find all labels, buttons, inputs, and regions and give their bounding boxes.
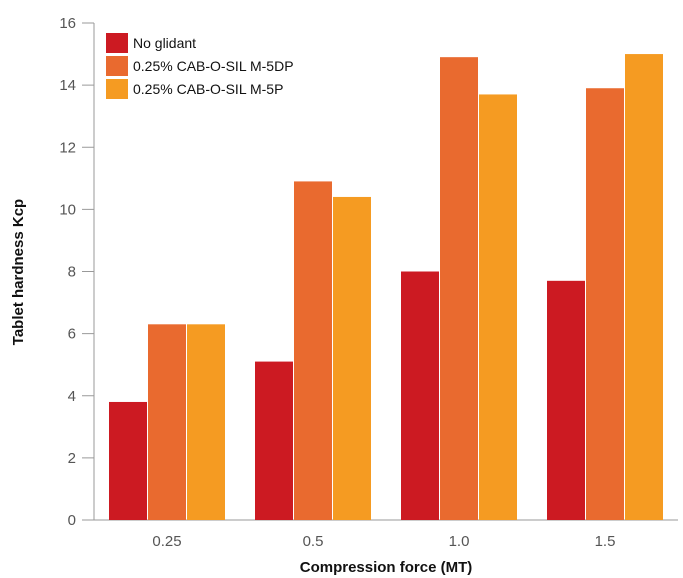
bar (333, 196, 371, 520)
x-tick-label: 0.5 (303, 533, 324, 550)
bar (625, 54, 663, 520)
bar (479, 94, 517, 520)
y-tick-label: 16 (59, 15, 76, 32)
x-tick-label: 1.0 (449, 533, 470, 550)
y-tick-label: 14 (59, 77, 76, 94)
bar (187, 324, 225, 520)
legend-swatch (106, 56, 128, 76)
bar (109, 401, 147, 520)
bar (401, 271, 439, 520)
x-tick-label: 1.5 (595, 533, 616, 550)
legend-swatch (106, 33, 128, 53)
bars (109, 54, 663, 520)
legend-swatch (106, 79, 128, 99)
bar (586, 88, 624, 520)
y-tick-label: 6 (68, 326, 76, 343)
y-axis: 0 2 4 6 8 10 12 14 16 (59, 15, 95, 529)
y-tick-label: 8 (68, 264, 76, 281)
y-tick-label: 4 (68, 388, 76, 405)
y-tick-label: 2 (68, 450, 76, 467)
bar (547, 280, 585, 520)
legend-label: 0.25% CAB-O-SIL M-5P (133, 81, 283, 97)
bar (440, 57, 478, 520)
bar (294, 181, 332, 520)
legend: No glidant 0.25% CAB-O-SIL M-5DP 0.25% CAB… (106, 33, 294, 99)
x-axis-title: Compression force (MT) (300, 559, 473, 576)
bar (255, 361, 293, 520)
legend-label: 0.25% CAB-O-SIL M-5DP (133, 58, 294, 74)
bar (148, 324, 186, 520)
x-axis: 0.25 0.5 1.0 1.5 (94, 519, 678, 550)
y-tick-label: 0 (68, 512, 76, 529)
y-axis-title: Tablet hardness Kcp (10, 199, 27, 345)
x-tick-label: 0.25 (152, 533, 181, 550)
y-tick-label: 12 (59, 139, 76, 156)
legend-label: No glidant (133, 35, 196, 51)
y-tick-label: 10 (59, 201, 76, 218)
